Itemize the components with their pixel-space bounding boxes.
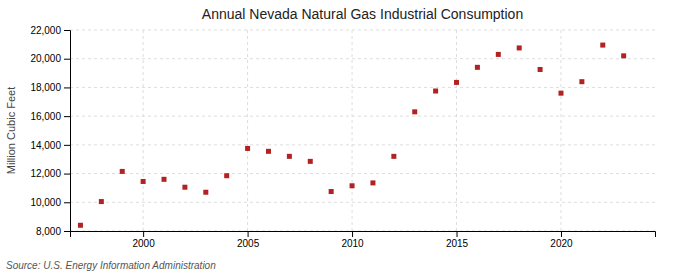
point — [412, 109, 417, 114]
y-tick-label: 22,000 — [30, 25, 61, 36]
y-axis: 8,000 10,000 12,000 14,000 16,000 18,000 20,00… — [30, 25, 70, 237]
grid-line-y — [70, 116, 655, 117]
annotation: Source: U.S. Energy Information Administ… — [6, 260, 216, 271]
point — [370, 180, 375, 185]
point — [454, 80, 459, 85]
y-axis-title: Million Cubic Feet — [5, 87, 17, 174]
x-tick-label: 2010 — [341, 238, 364, 249]
y-tick: 14,000 — [30, 140, 70, 151]
point — [182, 185, 187, 190]
x-axis-line — [71, 232, 656, 238]
point — [287, 154, 292, 159]
grid — [70, 30, 655, 231]
point — [266, 149, 271, 154]
point — [621, 53, 626, 58]
point — [579, 79, 584, 84]
y-tick-label: 18,000 — [30, 82, 61, 93]
y-tick-label: 20,000 — [30, 53, 61, 64]
point — [120, 169, 125, 174]
y-tick-mark — [64, 30, 70, 31]
chart: 2000 2005 2010 2015 2020 8,000 10,000 12,000 14,… — [0, 0, 675, 275]
x-tick-label: 2000 — [133, 238, 156, 249]
x-tick-mark — [143, 231, 144, 237]
y-tick: 18,000 — [30, 82, 70, 93]
y-tick-label: 12,000 — [30, 168, 61, 179]
y-axis-line — [64, 31, 71, 232]
points — [78, 43, 626, 228]
x-tick-mark — [248, 231, 249, 237]
y-tick: 10,000 — [30, 197, 70, 208]
point — [329, 189, 334, 194]
x-tick: 2010 — [341, 231, 364, 249]
y-tick-label: 10,000 — [30, 197, 61, 208]
point — [496, 52, 501, 57]
grid-line-x — [352, 30, 353, 231]
y-tick-label: 8,000 — [36, 226, 61, 237]
y-tick: 8,000 — [36, 226, 70, 237]
x-axis: 2000 2005 2010 2015 2020 — [71, 231, 656, 249]
point — [517, 45, 522, 50]
grid-line-x — [456, 30, 457, 231]
y-tick-mark — [64, 59, 70, 60]
x-tick-label: 2015 — [446, 238, 469, 249]
y-tick: 12,000 — [30, 168, 70, 179]
x-tick: 2005 — [237, 231, 260, 249]
point — [350, 183, 355, 188]
grid-line-x — [247, 30, 248, 231]
point — [600, 43, 605, 48]
grid-line-y — [70, 30, 655, 31]
y-tick-mark — [64, 231, 70, 232]
grid-line-x — [143, 30, 144, 231]
point — [78, 223, 83, 228]
y-tick-mark — [64, 145, 70, 146]
point — [99, 199, 104, 204]
grid-line-y — [70, 144, 655, 145]
x-tick: 2000 — [133, 231, 156, 249]
point — [203, 190, 208, 195]
point — [162, 177, 167, 182]
x-tick-mark — [457, 231, 458, 237]
point — [538, 67, 543, 72]
grid-line-y — [70, 173, 655, 174]
grid-line-y — [70, 87, 655, 88]
point — [141, 179, 146, 184]
x-tick: 2015 — [446, 231, 469, 249]
grid-line-y — [70, 202, 655, 203]
y-tick: 20,000 — [30, 53, 70, 64]
point — [224, 173, 229, 178]
point — [245, 146, 250, 151]
y-tick-mark — [64, 174, 70, 175]
x-tick-label: 2020 — [550, 238, 573, 249]
x-tick-label: 2005 — [237, 238, 260, 249]
title: Annual Nevada Natural Gas Industrial Con… — [202, 6, 523, 22]
point — [558, 91, 563, 96]
y-tick-mark — [64, 202, 70, 203]
y-tick-mark — [64, 116, 70, 117]
point — [475, 65, 480, 70]
point — [433, 89, 438, 94]
x-tick: 2020 — [550, 231, 573, 249]
y-tick-label: 16,000 — [30, 111, 61, 122]
y-tick-label: 14,000 — [30, 140, 61, 151]
y-tick: 22,000 — [30, 25, 70, 36]
grid-line-y — [70, 58, 655, 59]
plot-area: 2000 2005 2010 2015 2020 8,000 10,000 12,000 14,… — [30, 25, 655, 249]
x-tick-mark — [352, 231, 353, 237]
grid-line-x — [560, 30, 561, 231]
point — [308, 159, 313, 164]
point — [391, 154, 396, 159]
y-tick-mark — [64, 87, 70, 88]
y-tick: 16,000 — [30, 111, 70, 122]
x-tick-mark — [561, 231, 562, 237]
